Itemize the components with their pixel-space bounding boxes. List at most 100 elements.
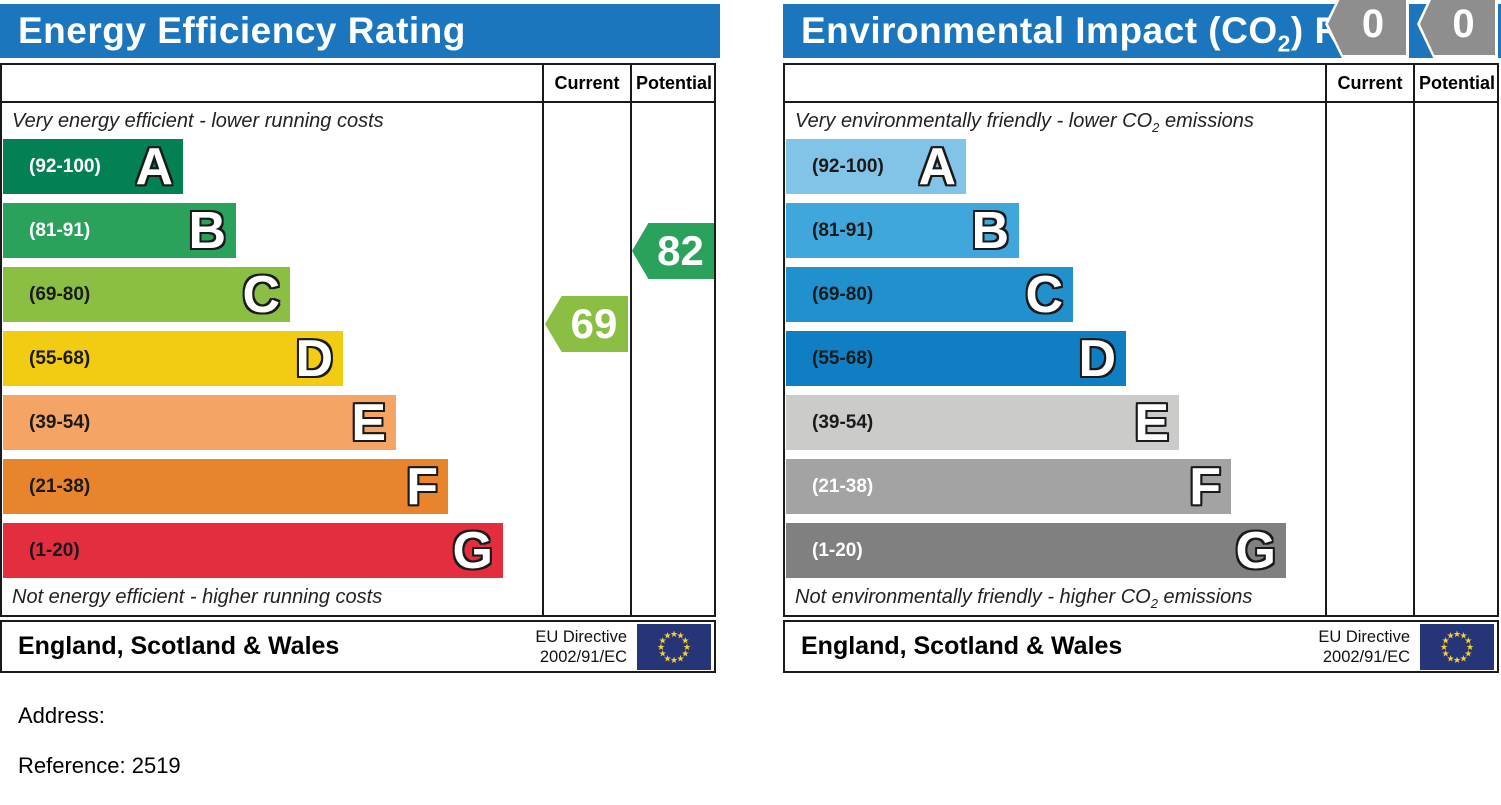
band-bar-a: (92-100) A (3, 139, 183, 194)
table-header-row: Current Potential (2, 65, 714, 103)
svg-text:★: ★ (1442, 648, 1450, 658)
band-range: (21-38) (29, 475, 91, 497)
environmental-impact-chart: Environmental Impact (CO2) Ra 0 0 Curren… (783, 0, 1501, 680)
band-range: (69-80) (29, 283, 91, 305)
bottom-note-text: Not environmentally friendly - higher CO (795, 586, 1151, 608)
potential-score-badge: 0 (1417, 0, 1498, 58)
eu-flag-icon: ★★★ ★★★ ★★★ ★★★ (637, 623, 711, 670)
svg-text:★: ★ (1446, 630, 1454, 640)
band-bar-g: (1-20) G (786, 523, 1286, 578)
potential-score-badge-fill: 0 (1420, 0, 1495, 55)
current-column-header: Current (1337, 73, 1403, 93)
bottom-note: Not environmentally friendly - higher CO… (785, 582, 1497, 612)
band-bar-e: (39-54) E (3, 395, 396, 450)
band-range: (1-20) (812, 539, 863, 561)
eu-directive-line2: 2002/91/EC (1322, 647, 1410, 666)
co2-title-subscript: 2 (1277, 30, 1291, 57)
band-row-g: (1-20) G (786, 523, 1497, 578)
energy-rating-table: Current Potential Very energy efficient … (0, 63, 716, 617)
band-letter: F (406, 457, 438, 516)
svg-text:★: ★ (1464, 635, 1472, 645)
band-letter: F (1189, 457, 1221, 516)
co2-rating-table: Current Potential Very environmentally f… (783, 63, 1499, 617)
energy-chart-title-bar: Energy Efficiency Rating (0, 4, 720, 58)
band-bar-f: (21-38) F (3, 459, 448, 514)
region-label: England, Scotland & Wales (801, 632, 1123, 660)
band-bar-a: (92-100) A (786, 139, 966, 194)
band-bar-b: (81-91) B (786, 203, 1019, 258)
band-letter: E (351, 393, 386, 452)
rating-bands: (92-100) A (81-91) B (69-80) C (786, 139, 1497, 578)
current-rating-indicator: 69 (545, 296, 628, 352)
top-note-subscript: 2 (1152, 120, 1160, 135)
band-range: (39-54) (812, 411, 874, 433)
band-row-d: (55-68) D (3, 331, 714, 386)
band-range: (55-68) (29, 347, 91, 369)
band-bar-c: (69-80) C (786, 267, 1073, 322)
band-bar-b: (81-91) B (3, 203, 236, 258)
table-header-row: Current Potential (785, 65, 1497, 103)
band-row-b: (81-91) B (786, 203, 1497, 258)
eu-flag-icon: ★★★ ★★★ ★★★ ★★★ (1420, 623, 1494, 670)
svg-text:★: ★ (659, 648, 667, 658)
svg-text:★: ★ (681, 635, 689, 645)
svg-text:★: ★ (1453, 629, 1461, 639)
energy-efficiency-chart: Energy Efficiency Rating Current Potenti… (0, 0, 720, 680)
column-divider (630, 65, 632, 615)
energy-chart-title: Energy Efficiency Rating (18, 10, 466, 51)
potential-score-value: 0 (1452, 1, 1475, 46)
svg-text:★: ★ (670, 655, 678, 665)
svg-text:★: ★ (1459, 653, 1467, 663)
band-row-e: (39-54) E (3, 395, 714, 450)
band-range: (92-100) (812, 155, 884, 177)
band-row-d: (55-68) D (786, 331, 1497, 386)
top-note-text: Very environmentally friendly - lower CO (795, 110, 1153, 132)
band-bar-c: (69-80) C (3, 267, 290, 322)
band-letter: G (452, 521, 493, 580)
svg-text:★: ★ (1446, 653, 1454, 663)
svg-text:★: ★ (663, 630, 671, 640)
column-divider (1413, 65, 1415, 615)
band-letter: A (135, 137, 173, 196)
band-letter: E (1134, 393, 1169, 452)
eu-directive-line2: 2002/91/EC (539, 647, 627, 666)
reference-label: Reference: 2519 (18, 753, 181, 778)
band-range: (92-100) (29, 155, 101, 177)
eu-directive-label: EU Directive 2002/91/EC (1318, 627, 1410, 667)
band-letter: C (242, 265, 280, 324)
band-bar-e: (39-54) E (786, 395, 1179, 450)
current-column-header: Current (554, 73, 620, 93)
band-range: (1-20) (29, 539, 80, 561)
band-bar-g: (1-20) G (3, 523, 503, 578)
potential-rating-indicator: 82 (632, 223, 714, 279)
svg-text:★: ★ (683, 642, 691, 652)
svg-text:★: ★ (1466, 642, 1474, 652)
svg-text:★: ★ (659, 635, 667, 645)
column-divider (1325, 65, 1327, 615)
svg-text:★: ★ (1442, 635, 1450, 645)
band-bar-f: (21-38) F (786, 459, 1231, 514)
potential-column-header: Potential (635, 73, 712, 93)
bottom-note-subscript: 2 (1150, 596, 1158, 611)
co2-chart-title: Environmental Impact (CO2) Ra (783, 4, 1501, 70)
svg-text:★: ★ (1453, 655, 1461, 665)
band-row-a: (92-100) A (3, 139, 714, 194)
eu-directive-label: EU Directive 2002/91/EC (535, 627, 627, 667)
rating-bands: (92-100) A (81-91) B (69-80) C (3, 139, 714, 578)
co2-title-text: Environmental Impact (CO (801, 10, 1278, 51)
band-row-e: (39-54) E (786, 395, 1497, 450)
band-range: (81-91) (812, 219, 874, 241)
band-row-f: (21-38) F (3, 459, 714, 514)
band-letter: A (918, 137, 956, 196)
eu-directive-line1: EU Directive (535, 627, 627, 646)
column-divider (542, 65, 544, 615)
svg-text:★: ★ (681, 648, 689, 658)
band-range: (55-68) (812, 347, 874, 369)
svg-text:★: ★ (670, 629, 678, 639)
band-letter: G (1235, 521, 1276, 580)
svg-text:★: ★ (676, 653, 684, 663)
band-bar-d: (55-68) D (3, 331, 343, 386)
band-row-g: (1-20) G (3, 523, 714, 578)
co2-chart-footer: England, Scotland & Wales EU Directive 2… (783, 620, 1499, 673)
